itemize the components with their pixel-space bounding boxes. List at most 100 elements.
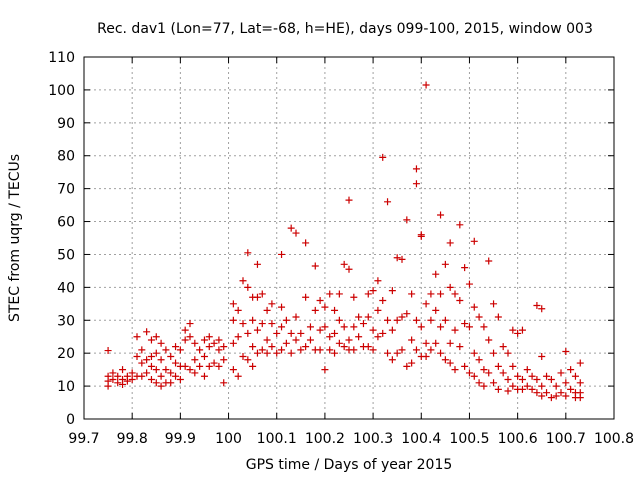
data-point	[465, 323, 473, 331]
data-point	[335, 316, 343, 324]
y-tick-label: 90	[57, 116, 75, 132]
data-point	[576, 359, 584, 367]
data-point	[258, 290, 266, 298]
y-tick-label: 70	[57, 182, 75, 198]
data-point	[172, 343, 180, 351]
data-point	[119, 380, 127, 388]
data-point	[374, 277, 382, 285]
data-point	[398, 346, 406, 354]
data-point	[528, 372, 536, 380]
data-point	[465, 369, 473, 377]
data-point	[263, 349, 271, 357]
y-tick-label: 100	[48, 83, 75, 99]
data-point	[359, 320, 367, 328]
axis-ticks	[83, 56, 615, 420]
data-point	[205, 362, 213, 370]
data-point	[253, 260, 261, 268]
data-point	[408, 359, 416, 367]
data-point	[239, 277, 247, 285]
data-point	[408, 336, 416, 344]
data-point	[278, 303, 286, 311]
data-point	[557, 389, 565, 397]
data-point	[345, 265, 353, 273]
data-point	[485, 336, 493, 344]
data-point	[167, 352, 175, 360]
data-point	[470, 237, 478, 245]
data-point	[504, 387, 512, 395]
y-tick-label: 20	[57, 346, 75, 362]
data-point	[543, 389, 551, 397]
data-point	[412, 316, 420, 324]
data-point	[538, 392, 546, 400]
data-point	[379, 153, 387, 161]
x-tick-label: 99.8	[117, 431, 148, 447]
data-point	[191, 369, 199, 377]
data-point	[364, 290, 372, 298]
data-point	[393, 349, 401, 357]
data-point	[302, 239, 310, 247]
x-tick-label: 100.5	[449, 431, 489, 447]
data-point	[287, 224, 295, 232]
data-point	[441, 260, 449, 268]
y-tick-label: 60	[57, 215, 75, 231]
data-point	[331, 306, 339, 314]
data-point	[490, 300, 498, 308]
data-point	[229, 300, 237, 308]
data-point	[494, 313, 502, 321]
data-point	[441, 356, 449, 364]
data-point	[306, 336, 314, 344]
data-point	[417, 232, 425, 240]
data-point	[200, 372, 208, 380]
data-point	[234, 306, 242, 314]
data-point	[335, 290, 343, 298]
data-point	[316, 326, 324, 334]
data-point	[533, 301, 541, 309]
data-point	[504, 376, 512, 384]
data-point	[114, 372, 122, 380]
data-point	[562, 379, 570, 387]
data-point	[379, 329, 387, 337]
data-point	[152, 379, 160, 387]
data-point	[331, 329, 339, 337]
data-point	[509, 362, 517, 370]
data-point	[133, 352, 141, 360]
data-point	[138, 346, 146, 354]
data-point	[422, 81, 430, 89]
data-point	[147, 362, 155, 370]
data-point	[427, 346, 435, 354]
data-point	[321, 366, 329, 374]
data-point	[552, 382, 560, 390]
data-point	[311, 262, 319, 270]
data-point	[297, 329, 305, 337]
data-point	[571, 372, 579, 380]
data-point	[282, 316, 290, 324]
data-point	[138, 359, 146, 367]
data-point	[210, 359, 218, 367]
data-point	[181, 336, 189, 344]
data-point	[326, 346, 334, 354]
data-point	[215, 362, 223, 370]
data-point	[538, 305, 546, 313]
data-point	[176, 346, 184, 354]
data-point	[509, 382, 517, 390]
data-point	[196, 362, 204, 370]
data-point	[374, 306, 382, 314]
data-point	[143, 356, 151, 364]
data-point	[562, 392, 570, 400]
data-point	[326, 333, 334, 341]
data-point	[292, 229, 300, 237]
data-point	[239, 320, 247, 328]
data-point	[128, 376, 136, 384]
data-point	[364, 313, 372, 321]
data-point	[287, 329, 295, 337]
data-point	[234, 333, 242, 341]
x-tick-label: 100.4	[401, 431, 441, 447]
data-point	[239, 352, 247, 360]
data-point	[292, 313, 300, 321]
data-point	[451, 366, 459, 374]
data-point	[287, 349, 295, 357]
data-point	[143, 369, 151, 377]
data-point	[321, 323, 329, 331]
data-point	[427, 316, 435, 324]
